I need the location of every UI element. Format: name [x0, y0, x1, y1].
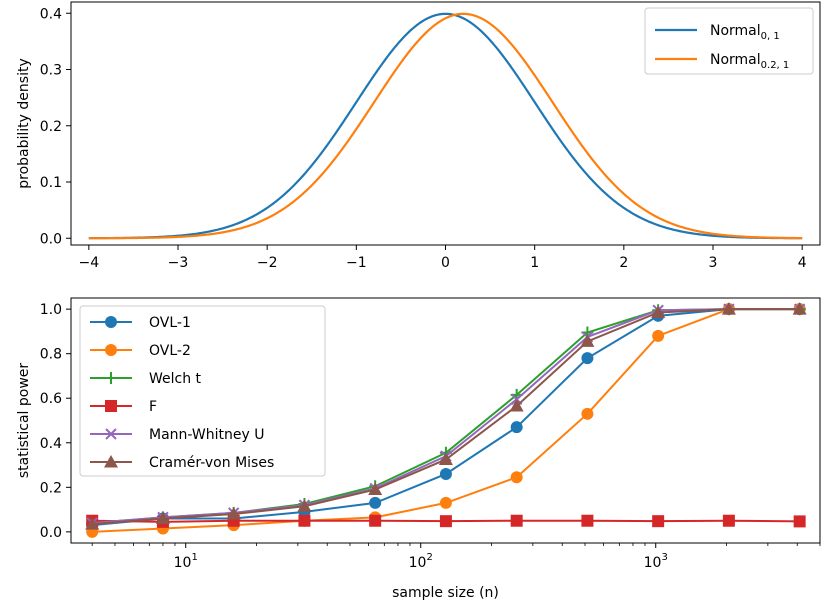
- data-point: [509, 399, 524, 412]
- x-tick-label: 0: [441, 255, 450, 271]
- x-tick-label: 102: [409, 552, 433, 571]
- bottom-plot-frame: [70, 297, 821, 544]
- legend-label-1: Normal0.2, 1: [710, 52, 789, 71]
- data-point: [721, 302, 736, 315]
- legend-label-1: OVL-2: [149, 343, 191, 359]
- x-tick-exponent: 2: [426, 552, 432, 563]
- legend-box: [79, 305, 326, 477]
- legend-label-subscript: 0.2, 1: [761, 60, 790, 71]
- legend-marker-2: [105, 372, 117, 384]
- y-tick-label: 0.0: [40, 231, 62, 247]
- data-point: [651, 305, 666, 318]
- x-tick-exponent: 1: [191, 552, 197, 563]
- data-point: [510, 421, 523, 434]
- legend-label-subscript: 0, 1: [761, 31, 780, 42]
- legend-label-2: Welch t: [149, 371, 202, 387]
- x-tick-label: −1: [346, 255, 367, 271]
- x-tick-label: 2: [619, 255, 628, 271]
- data-point: [297, 499, 312, 512]
- legend-label-0: Normal0, 1: [710, 23, 780, 42]
- data-point: [438, 452, 453, 465]
- x-tick-label: 103: [644, 552, 668, 571]
- y-tick-label: 0.4: [40, 6, 62, 22]
- data-point: [580, 334, 595, 347]
- legend-box: [644, 7, 814, 75]
- x-axis-label: sample size (n): [392, 585, 499, 601]
- legend-marker-1: [105, 344, 117, 356]
- data-point: [510, 514, 523, 527]
- y-tick-label: 0.2: [40, 480, 62, 496]
- density-chart: −4 −3 −2 −1 0 1 2 3 4 0.0 0.1 0.2 0.3 0.4 probability …: [16, 1, 821, 271]
- data-point: [581, 352, 594, 365]
- data-point: [581, 407, 594, 420]
- legend-marker-5: [104, 455, 118, 468]
- x-tick-label: 3: [709, 255, 718, 271]
- y-tick-label: 0.2: [40, 119, 62, 135]
- y-tick-label: 0.6: [40, 391, 62, 407]
- x-tick-label: −2: [257, 255, 278, 271]
- legend-marker-0: [105, 316, 117, 328]
- data-point: [368, 482, 383, 496]
- legend-label-text: Normal: [710, 23, 761, 39]
- data-point: [652, 329, 665, 342]
- data-point: [510, 471, 523, 484]
- legend-label-0: OVL-1: [149, 315, 191, 331]
- data-point: [652, 515, 665, 528]
- data-point: [439, 467, 452, 480]
- legend-marker-3: [105, 400, 117, 412]
- y-axis-label: probability density: [16, 58, 32, 188]
- data-point: [369, 514, 382, 527]
- y-tick-label: 0.3: [40, 63, 62, 79]
- x-tick-label: −4: [79, 255, 100, 271]
- x-tick-base: 10: [409, 555, 427, 571]
- legend-label-4: Mann-Whitney U: [149, 427, 264, 443]
- y-tick-label: 0.8: [40, 347, 62, 363]
- x-tick-label: 1: [530, 255, 539, 271]
- data-point: [155, 511, 170, 524]
- data-point: [792, 302, 807, 315]
- legend-label-5: Cramér-von Mises: [149, 455, 274, 471]
- data-point: [439, 496, 452, 509]
- x-tick-base: 10: [644, 555, 662, 571]
- y-tick-label: 0.4: [40, 436, 62, 452]
- y-tick-label: 0.1: [40, 175, 62, 191]
- y-axis-label: statistical power: [16, 363, 32, 479]
- data-point: [226, 507, 241, 520]
- x-tick-base: 10: [174, 555, 192, 571]
- legend: OVL-1 OVL-2 Welch t F Mann-Whitney U Cramér-v…: [79, 305, 326, 477]
- legend-label-3: F: [149, 399, 157, 415]
- y-tick-label: 0.0: [40, 525, 62, 541]
- x-tick-label: −3: [168, 255, 189, 271]
- data-point: [85, 517, 100, 530]
- x-tick-label: 4: [798, 255, 807, 271]
- legend-marker-4: [105, 428, 117, 440]
- data-point: [722, 514, 735, 527]
- x-tick-label: 101: [174, 552, 198, 571]
- density-curve-1: [88, 12, 803, 240]
- data-point: [581, 514, 594, 527]
- y-tick-label: 1.0: [40, 302, 62, 318]
- data-point: [298, 514, 311, 527]
- data-point: [439, 515, 452, 528]
- series-cram-r-von-mises: [85, 302, 807, 530]
- x-tick-exponent: 3: [661, 552, 667, 563]
- data-point: [369, 496, 382, 509]
- density-curve-0: [88, 12, 803, 240]
- legend-label-text: Normal: [710, 52, 761, 68]
- data-point: [793, 515, 806, 528]
